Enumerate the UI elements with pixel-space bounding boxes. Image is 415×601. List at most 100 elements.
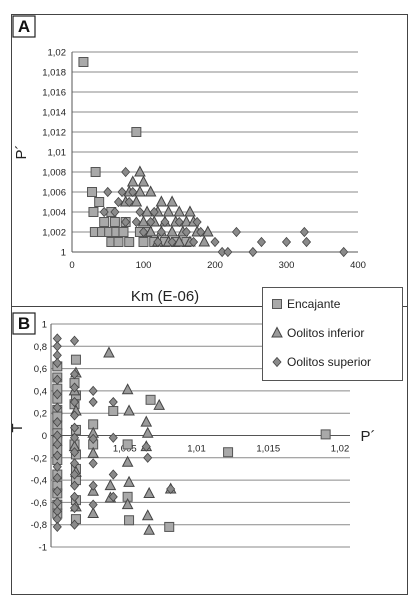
panel-a-x-axis-label: Km (E-06) [131, 288, 199, 305]
panel-b-point-oolitos-superior [52, 374, 62, 385]
panel-a-point-encajante [131, 127, 142, 137]
panel-a-point-oolitos-inferior [166, 225, 178, 237]
panel-a-point-oolitos-inferior [155, 195, 168, 207]
panel-a-x-ticks: 0 100 200 300 400 [69, 260, 366, 271]
panel-b: B 10,80,60,40,20-0,2-0,4-0,6-0,8-1 1,005… [9, 287, 403, 554]
panel-b-point-oolitos-superior [69, 502, 80, 514]
panel-a-x-tick-label: 400 [350, 260, 366, 271]
panel-b-y-tick-label: 0 [42, 431, 47, 442]
panel-a-y-tick-label: 1,002 [42, 228, 66, 239]
panel-b-point-encajante [70, 354, 81, 365]
panel-b-point-oolitos-superior [52, 357, 62, 369]
panel-a-y-axis-label: P´ [13, 145, 30, 160]
panel-a-point-encajante [109, 217, 120, 227]
panel-b-point-oolitos-superior [69, 458, 80, 469]
panel-b-point-oolitos-superior [141, 441, 151, 452]
panel-b-point-oolitos-superior [52, 439, 62, 450]
panel-a-y-tick-label: 1,006 [42, 188, 66, 199]
legend-label: Encajante [287, 297, 341, 311]
panel-a-point-oolitos-inferior [166, 195, 178, 207]
panel-a-point-oolitos-superior [196, 226, 206, 238]
panel-a-y-tick-label: 1,016 [42, 88, 66, 99]
panel-b-point-oolitos-superior [69, 469, 80, 480]
panel-b-point-oolitos-inferior [141, 509, 154, 521]
panel-b-point-oolitos-superior [69, 422, 80, 433]
panel-b-point-oolitos-superior [88, 433, 98, 444]
panel-b-point-oolitos-superior [108, 491, 118, 502]
panel-b-point-oolitos-inferior [103, 346, 115, 358]
panel-a-point-oolitos-superior [113, 196, 124, 208]
panel-a-point-encajante [124, 237, 135, 247]
panel-b-points [52, 333, 331, 535]
panel-b-point-oolitos-inferior [140, 415, 153, 427]
panel-a-point-oolitos-superior [339, 246, 349, 258]
panel-a-point-encajante [88, 207, 99, 217]
panel-b-point-oolitos-superior [108, 469, 118, 480]
panel-b-point-encajante [320, 429, 331, 440]
panel-a-point-oolitos-inferior [126, 175, 139, 187]
panel-b-y-tick-label: -0,8 [31, 520, 47, 531]
panel-b-point-oolitos-inferior [104, 479, 117, 491]
panel-b-point-oolitos-inferior [87, 446, 100, 458]
panel-a-point-oolitos-superior [103, 186, 113, 198]
panel-a-letter: A [18, 17, 30, 36]
panel-b-point-oolitos-superior [69, 396, 80, 408]
panel-a-point-oolitos-inferior [134, 185, 146, 197]
panel-b-point-oolitos-superior [88, 480, 98, 491]
panel-a-series-oolitos-superior [99, 166, 349, 258]
panel-b-point-oolitos-inferior [87, 506, 100, 519]
panel-b-point-oolitos-superior [52, 450, 62, 461]
panel-b-point-oolitos-inferior [123, 404, 135, 416]
panel-a-x-tick-label: 300 [279, 260, 295, 271]
legend-items: Encajante Oolitos inferior Oolitos superio… [271, 297, 371, 369]
panel-a-point-oolitos-inferior [144, 225, 157, 237]
panel-a-point-oolitos-superior [223, 246, 233, 258]
panel-a-point-oolitos-superior [299, 226, 309, 238]
panel-a-x-tick-label: 0 [69, 260, 74, 271]
panel-a-y-tick-label: 1,008 [42, 168, 66, 179]
panel-b-point-oolitos-superior [108, 432, 118, 443]
panel-a-point-oolitos-superior [174, 216, 184, 228]
panel-a-point-oolitos-superior [124, 196, 134, 208]
panel-b-point-oolitos-superior [88, 458, 98, 469]
panel-a-y-tick-label: 1,012 [42, 128, 66, 139]
panel-b-x-axis-label: P´ [361, 428, 376, 445]
panel-b-point-oolitos-superior [69, 335, 80, 346]
panel-a-axes [71, 52, 358, 253]
legend-box [262, 287, 403, 381]
panel-a-point-encajante [99, 217, 110, 227]
panel-b-point-oolitos-superior [52, 521, 62, 533]
panel-a-point-oolitos-superior [138, 226, 149, 238]
panel-a-point-oolitos-superior [149, 206, 159, 218]
panel-b-y-tick-label: -0,4 [31, 476, 47, 487]
panel-a-point-oolitos-superior [117, 186, 127, 198]
panel-a-point-oolitos-superior [121, 166, 131, 178]
panel-b-y-ticks: 1 0,8 0,6 0,4 0,2 0 -0,2 -0,4 -0,6 -0,8 -1 [31, 320, 47, 554]
panel-b-point-encajante [145, 394, 156, 405]
panel-a: A 1 1,002 1,004 1,006 1,008 1,01 1,012 1,014 1,0… [12, 15, 366, 305]
panel-a-point-encajante [94, 197, 105, 207]
panel-b-y-tick-label: 0,2 [34, 409, 47, 420]
panel-b-point-oolitos-superior [52, 417, 62, 428]
panel-a-point-oolitos-superior [99, 206, 109, 218]
panel-a-point-encajante [90, 167, 101, 177]
panel-b-point-oolitos-superior [69, 519, 80, 530]
panel-b-x-tick-label: 1,015 [256, 444, 280, 455]
legend: Encajante Oolitos inferior Oolitos superio… [262, 287, 403, 381]
panel-a-point-oolitos-superior [128, 186, 138, 198]
panel-a-point-oolitos-superior [281, 236, 292, 248]
panel-a-point-oolitos-superior [248, 246, 258, 258]
panel-a-point-oolitos-inferior [162, 205, 175, 217]
panel-a-point-oolitos-superior [131, 216, 141, 228]
panel-a-y-ticks: 1 1,002 1,004 1,006 1,008 1,01 1,012 1,014 1,016… [42, 48, 66, 259]
panel-a-point-oolitos-superior [301, 236, 312, 248]
panel-b-y-axis-label: T [9, 423, 26, 432]
panel-b-point-oolitos-superior [69, 491, 80, 502]
panel-a-point-oolitos-inferior [180, 215, 193, 227]
panel-b-point-oolitos-superior [69, 410, 80, 421]
panel-a-x-tick-label: 100 [136, 260, 152, 271]
panel-a-point-oolitos-inferior [144, 185, 157, 197]
panel-b-point-oolitos-superior [52, 486, 62, 497]
panel-b-point-oolitos-superior [88, 499, 98, 510]
panel-a-point-oolitos-superior [231, 226, 241, 238]
